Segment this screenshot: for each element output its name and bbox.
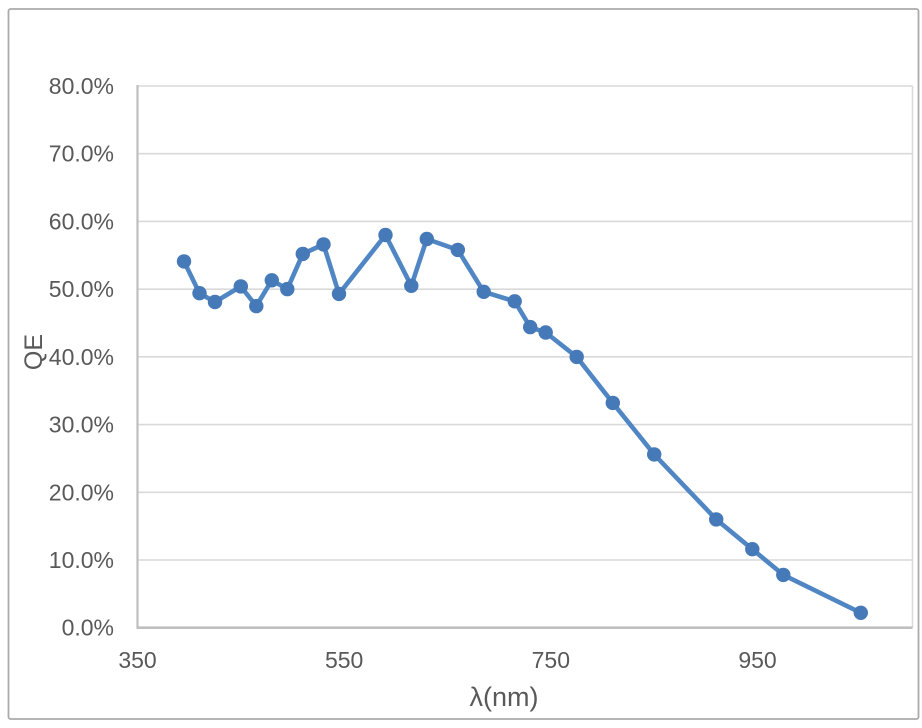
data-point-marker bbox=[264, 273, 279, 288]
y-tick-label: 0.0% bbox=[62, 615, 114, 641]
y-tick-label: 20.0% bbox=[49, 479, 114, 505]
y-tick-label: 10.0% bbox=[49, 547, 114, 573]
data-point-marker bbox=[476, 284, 491, 299]
y-tick-label: 30.0% bbox=[49, 412, 114, 438]
x-tick-label: 950 bbox=[738, 647, 776, 673]
y-axis-title: QE bbox=[20, 334, 48, 370]
data-point-marker bbox=[316, 237, 331, 252]
data-point-marker bbox=[404, 278, 419, 293]
data-point-marker bbox=[709, 512, 724, 527]
x-axis-tick-labels: 350 550 750 950 bbox=[118, 647, 776, 673]
data-point-marker bbox=[419, 231, 434, 247]
data-point-marker bbox=[192, 286, 207, 301]
data-point-marker bbox=[745, 542, 760, 557]
axis-lines bbox=[136, 85, 913, 630]
data-point-marker bbox=[538, 325, 553, 340]
x-axis-title: λ(nm) bbox=[470, 682, 539, 712]
data-point-marker bbox=[207, 294, 223, 310]
data-point-marker bbox=[853, 605, 868, 620]
y-tick-label: 60.0% bbox=[49, 208, 114, 234]
y-tick-label: 40.0% bbox=[49, 344, 114, 370]
data-point-marker bbox=[378, 227, 393, 243]
data-point-marker bbox=[507, 294, 522, 309]
data-point-marker bbox=[295, 246, 310, 262]
data-point-marker bbox=[605, 395, 620, 411]
data-point-marker bbox=[776, 567, 791, 583]
data-point-marker bbox=[569, 349, 584, 365]
x-tick-label: 350 bbox=[118, 647, 156, 673]
data-point-marker bbox=[523, 319, 538, 335]
data-point-marker bbox=[176, 254, 192, 269]
data-point-marker bbox=[331, 286, 347, 302]
y-axis-tick-labels: 0.0% 10.0% 20.0% 30.0% 40.0% 50.0% 60.0% 70.0% 8… bbox=[49, 73, 114, 641]
y-tick-label: 70.0% bbox=[49, 141, 114, 167]
data-point-marker bbox=[249, 298, 264, 314]
y-tick-label: 80.0% bbox=[49, 73, 114, 99]
series-qe bbox=[176, 227, 868, 620]
data-point-marker bbox=[280, 281, 295, 297]
data-point-marker bbox=[233, 279, 248, 294]
data-point-marker bbox=[647, 447, 662, 462]
chart-frame bbox=[7, 8, 920, 720]
y-tick-label: 50.0% bbox=[49, 276, 114, 302]
x-tick-label: 750 bbox=[532, 647, 570, 673]
x-tick-label: 550 bbox=[325, 647, 363, 673]
data-point-marker bbox=[450, 242, 465, 258]
